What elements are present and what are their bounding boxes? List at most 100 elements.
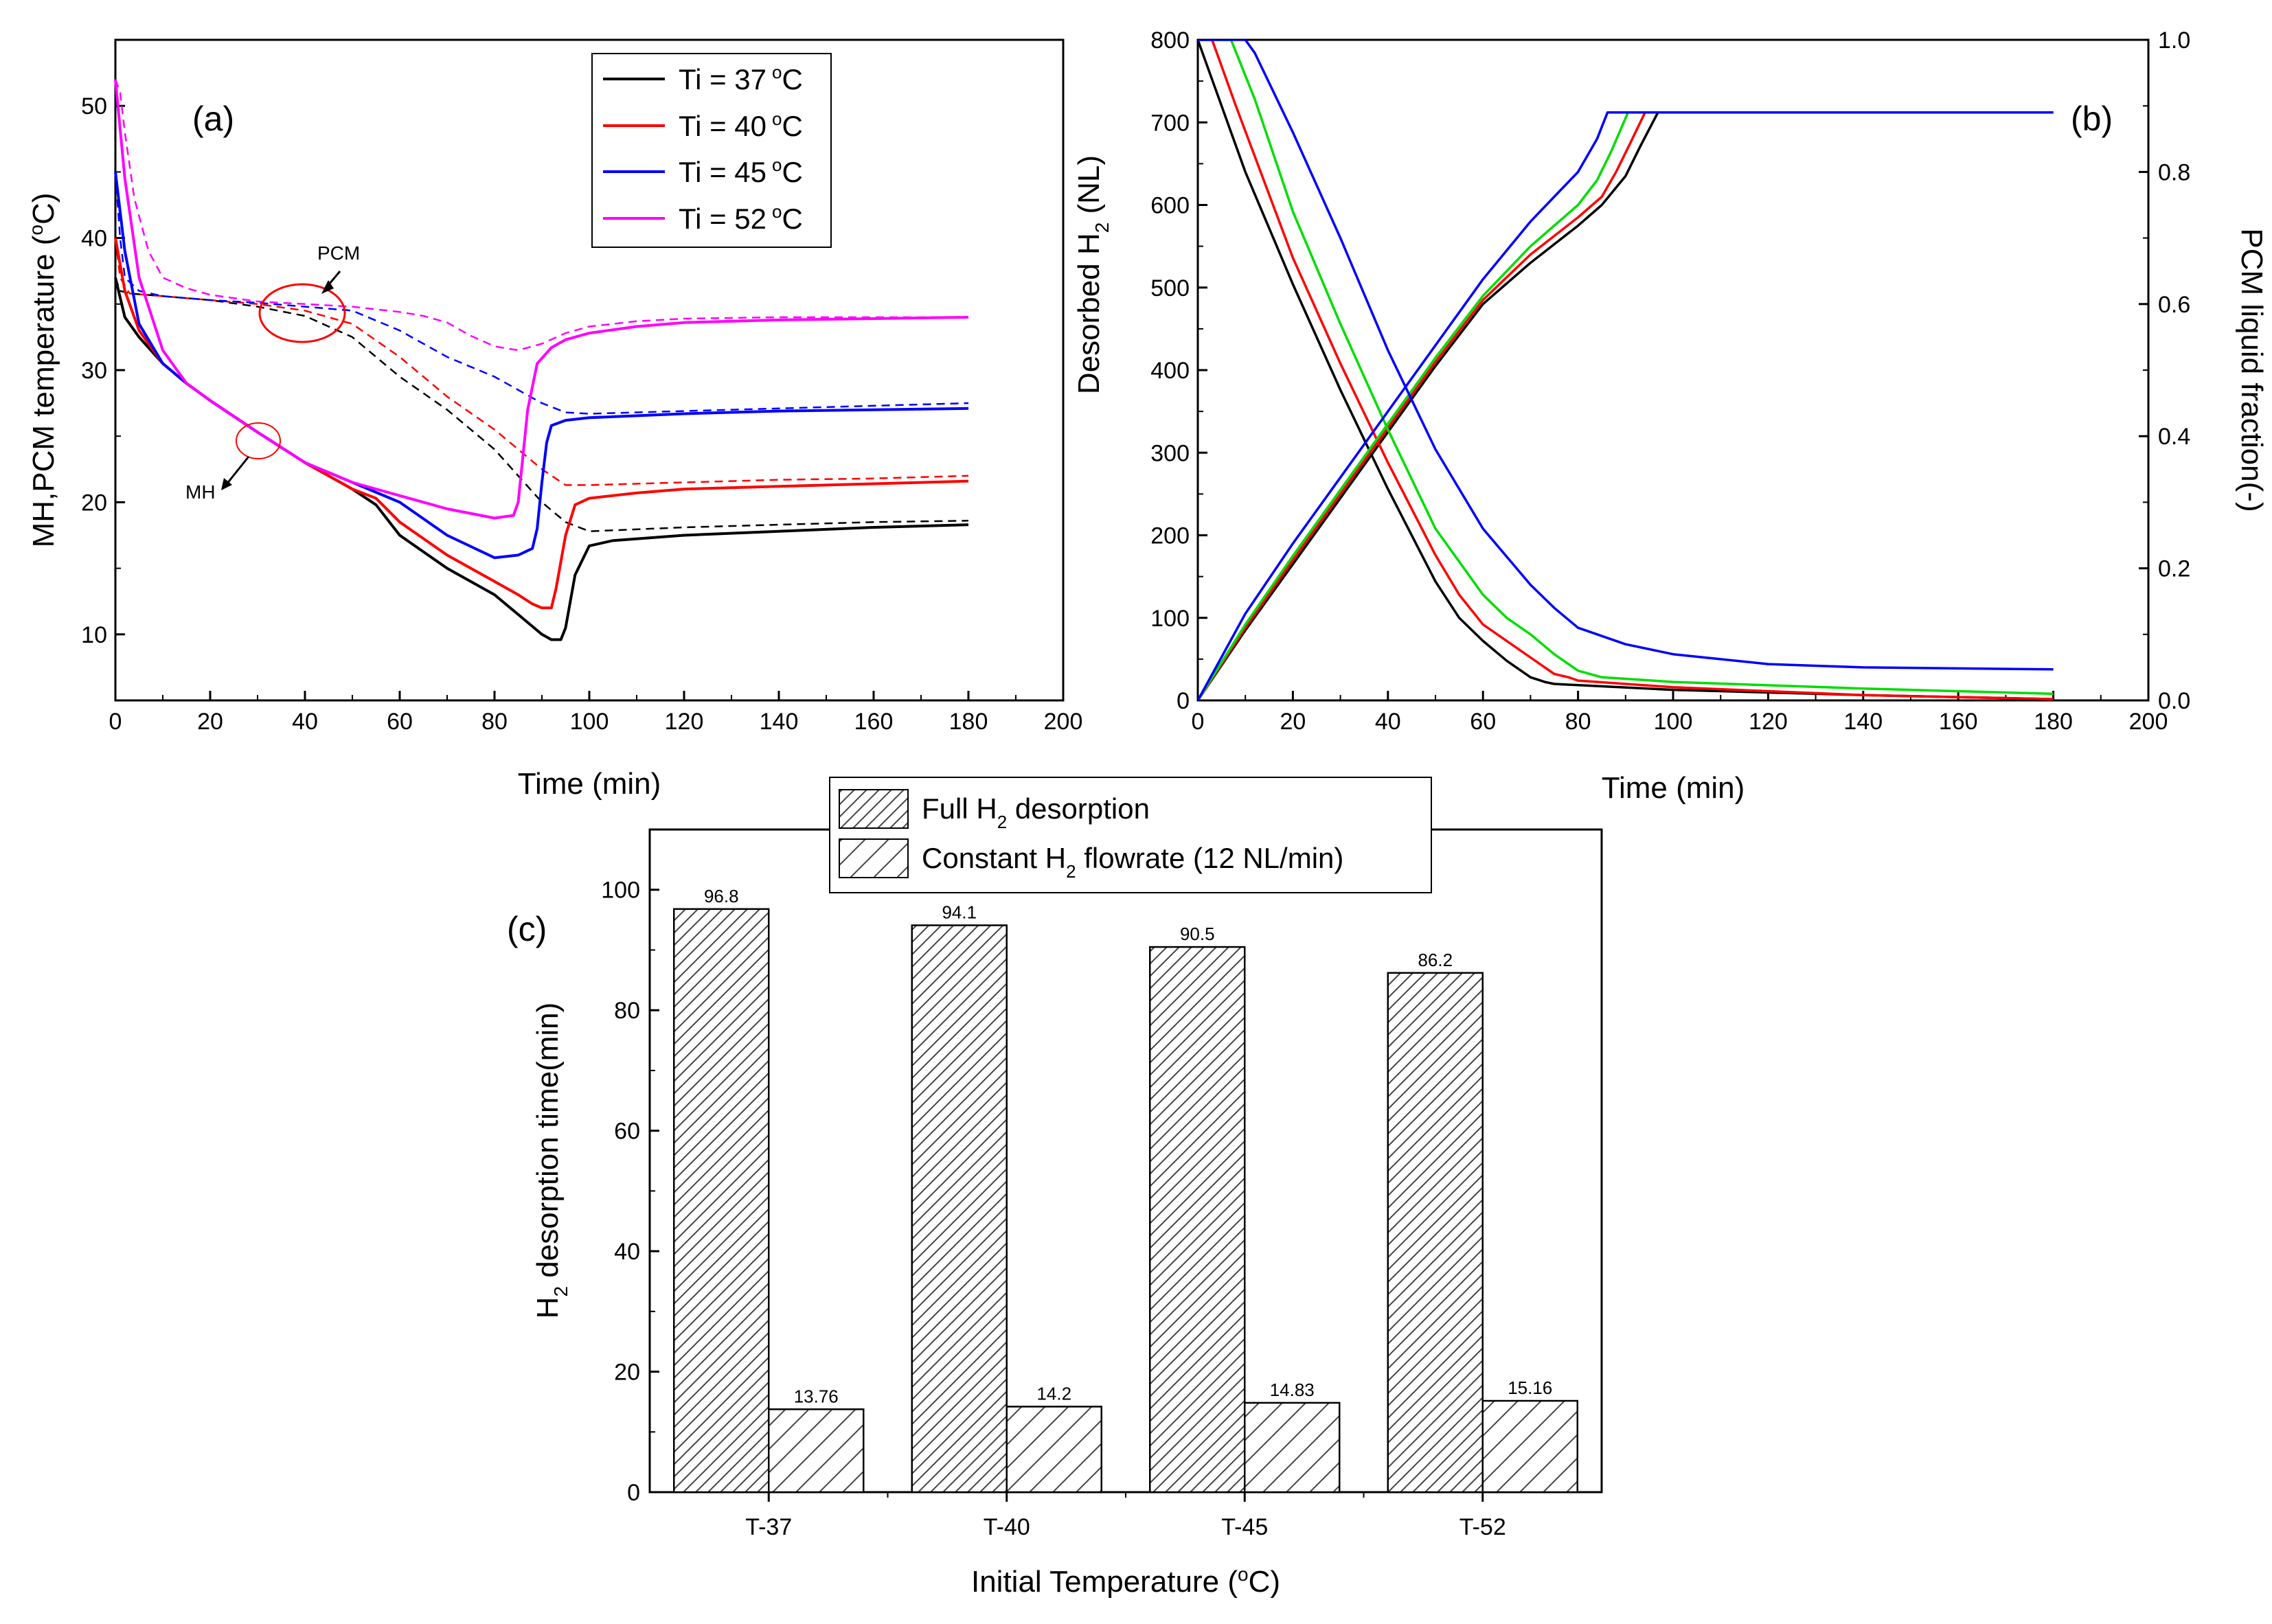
y-tick-label-a: 20 — [81, 490, 107, 516]
y-tick-label-left-b: 800 — [1150, 27, 1190, 54]
legend-swatch-full — [839, 789, 909, 829]
y-tick-label-c: 80 — [614, 998, 640, 1024]
bar — [1244, 1402, 1341, 1494]
bar — [673, 908, 770, 1494]
series-line-desorbed — [1198, 111, 2054, 700]
chart-a: 0 20 40 60 80 100 120 140 160 180 200 10 20 30 40 50 PC… — [25, 38, 1083, 801]
legend-label-45: Ti = 45 oC — [679, 155, 803, 188]
series-line-desorbed — [1198, 111, 2054, 700]
x-tick-label-b: 80 — [1565, 709, 1591, 735]
y-axis-label-c: H2 desorption time(min) — [531, 1003, 571, 1319]
y-tick-label-right-b: 0.6 — [2158, 292, 2190, 318]
x-tick-label-c: T-52 — [1459, 1514, 1506, 1540]
plot-frame-b — [1196, 38, 2150, 702]
series-line-pcm — [114, 172, 969, 415]
x-tick-label-b: 40 — [1375, 709, 1401, 735]
series-line-pcm — [114, 238, 969, 486]
y-tick-label-right-b: 0.0 — [2158, 688, 2190, 714]
legend-label-full: Full H2 desorption — [922, 792, 1150, 832]
legend-label-52: Ti = 52 oC — [679, 201, 803, 235]
x-tick-label-b: 200 — [2129, 709, 2168, 735]
x-tick-label-a: 60 — [387, 709, 413, 735]
legend-box-c — [829, 777, 1432, 893]
series-line-desorbed — [1198, 111, 2054, 700]
series-line-liquid-fraction — [1198, 40, 2054, 700]
x-tick-label-b: 0 — [1192, 709, 1205, 735]
legend-label-40: Ti = 40 oC — [679, 108, 803, 142]
plot-frame-a — [114, 38, 1065, 702]
series-line-mh — [114, 79, 969, 520]
bar — [911, 924, 1008, 1494]
annotation-pcm: PCM — [317, 242, 360, 264]
x-tick-label-b: 180 — [2034, 709, 2073, 735]
y-tick-label-left-b: 0 — [1177, 688, 1190, 714]
mh-annotation-circle — [236, 422, 281, 459]
y-tick-label-left-b: 200 — [1150, 523, 1190, 549]
legend-a: Ti = 37 oC Ti = 40 oC Ti = 45 oC Ti = 52 oC — [591, 53, 832, 248]
x-tick-label-a: 100 — [570, 709, 609, 735]
bar-value-label: 14.2 — [1036, 1383, 1071, 1404]
series-line-pcm — [114, 277, 969, 532]
x-axis-label-c: Initial Temperature (oC) — [971, 1564, 1280, 1599]
bar-value-label: 13.76 — [794, 1386, 839, 1406]
y-tick-label-a: 40 — [81, 226, 107, 252]
bar-value-label: 94.1 — [942, 902, 977, 922]
legend-swatch-constant — [839, 838, 909, 878]
x-tick-label-a: 140 — [760, 709, 799, 735]
series-lines-b — [1198, 40, 2054, 700]
x-tick-label-a: 200 — [1044, 709, 1083, 735]
chart-c: 0 20 40 60 80 100 T-37 T-40 T-45 T-52 96.8 13.76 94… — [507, 777, 1603, 1599]
series-line-liquid-fraction — [1198, 40, 2054, 671]
x-tick-label-a: 120 — [665, 709, 704, 735]
series-line-desorbed — [1198, 111, 2054, 700]
bar-value-label: 90.5 — [1180, 924, 1215, 944]
series-line-mh — [114, 277, 969, 641]
y-tick-label-c: 60 — [614, 1119, 640, 1145]
x-tick-label-c: T-45 — [1221, 1514, 1268, 1540]
x-tick-label-c: T-40 — [984, 1514, 1030, 1540]
y-tick-label-left-b: 300 — [1150, 440, 1190, 466]
y-tick-label-a: 30 — [81, 358, 107, 384]
bar-value-label: 86.2 — [1418, 950, 1453, 970]
axis-ticks-a: 0 20 40 60 80 100 120 140 160 180 200 10 20 30 40 50 — [81, 39, 1083, 735]
bar — [768, 1408, 865, 1494]
bar-value-label: 96.8 — [704, 886, 739, 906]
series-lines-a — [114, 79, 969, 641]
x-tick-label-a: 20 — [197, 709, 223, 735]
y-axis-label-right-b: PCM liquid fraction(-) — [2235, 228, 2269, 512]
bar-value-label: 15.16 — [1508, 1377, 1552, 1398]
y-axis-label-left-b: Desorbed H2 (NL) — [1072, 155, 1113, 394]
y-tick-label-right-b: 0.8 — [2158, 159, 2190, 185]
y-tick-label-right-b: 1.0 — [2158, 27, 2190, 54]
y-tick-label-left-b: 500 — [1150, 275, 1190, 301]
x-tick-label-a: 160 — [854, 709, 894, 735]
y-tick-label-c: 0 — [627, 1480, 640, 1506]
series-line-pcm — [114, 79, 968, 352]
legend-label-constant: Constant H2 flowrate (12 NL/min) — [922, 842, 1343, 882]
x-tick-label-a: 80 — [481, 709, 508, 735]
y-tick-label-left-b: 100 — [1150, 606, 1190, 632]
y-tick-label-a: 50 — [81, 93, 107, 119]
mh-arrow-head — [221, 478, 232, 490]
y-tick-label-c: 40 — [614, 1239, 640, 1265]
x-axis-label-b: Time (min) — [1602, 771, 1745, 805]
x-tick-label-b: 160 — [1939, 709, 1978, 735]
bar — [1387, 972, 1484, 1494]
legend-box-a — [591, 53, 832, 248]
series-line-liquid-fraction — [1198, 40, 2054, 696]
x-tick-label-b: 140 — [1843, 709, 1883, 735]
bar — [1481, 1399, 1578, 1494]
bars-c: 96.8 13.76 94.1 14.2 90.5 14.83 86.2 15.16 — [673, 886, 1578, 1494]
panel-label-c: (c) — [507, 910, 547, 948]
panel-label-b: (b) — [2071, 100, 2113, 138]
x-axis-label-a: Time (min) — [518, 767, 661, 801]
x-tick-label-b: 20 — [1280, 709, 1306, 735]
axis-ticks-c: 0 20 40 60 80 100 T-37 T-40 T-45 T-52 — [601, 878, 1506, 1540]
legend-label-37: Ti = 37 oC — [679, 62, 803, 95]
y-axis-label-a: MH,PCM temperature (oC) — [25, 193, 60, 548]
panel-label-a: (a) — [192, 100, 234, 138]
annotation-mh: MH — [185, 481, 216, 503]
x-tick-label-c: T-37 — [745, 1514, 792, 1540]
bar-value-label: 14.83 — [1270, 1380, 1315, 1400]
